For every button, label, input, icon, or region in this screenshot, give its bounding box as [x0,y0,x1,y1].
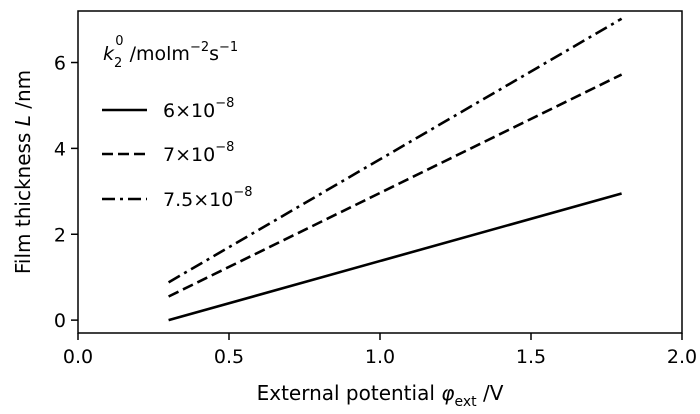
legend-title-subscript: 2 [114,56,122,71]
x-axis-title-symbol: φ [441,381,454,405]
legend-title-symbol: k [103,43,115,65]
legend-label-exponent: −8 [215,96,234,111]
y-tick-label: 2 [54,224,66,246]
x-tick-label: 1.5 [516,346,546,368]
x-tick-label: 1.0 [365,346,395,368]
legend-label-base: 6×10 [163,100,215,122]
legend-label-exponent: −8 [233,185,252,200]
x-axis-ticks: 0.0 0.5 1.0 1.5 2.0 [63,333,697,368]
legend-title: k2 0 /molm−2s−1 [103,34,238,71]
legend-title-unit-exp1: −2 [190,40,209,55]
legend-entries: 6×10−87×10−87.5×10−8 [102,96,253,211]
legend-label-base: 7.5×10 [163,189,233,211]
legend-title-unit-exp2: −1 [219,40,238,55]
series-layer [167,17,623,322]
x-axis-title-prefix: External potential [257,381,442,405]
x-tick-label: 0.0 [63,346,93,368]
x-tick-label: 2.0 [667,346,697,368]
series-line-1 [168,192,622,322]
legend-title-superscript: 0 [115,34,123,49]
y-axis-title-prefix: Film thickness [11,126,35,274]
legend-label-exponent: −8 [215,140,234,155]
y-axis-title-suffix: /nm [11,70,35,115]
legend-label-base: 7×10 [163,144,215,166]
legend-title-unit-prefix: /molm [124,43,190,65]
plot-area: 0.0 0.5 1.0 1.5 2.0 0 2 4 6 [54,10,697,368]
y-tick-label: 6 [54,53,66,75]
series-line-3 [167,17,623,284]
legend-label-2: 7×10−8 [163,140,234,166]
y-axis-title-symbol: L [11,115,35,126]
legend-label-1: 6×10−8 [163,96,234,122]
y-axis-title: Film thickness L /nm [11,70,35,274]
legend: k20 /molm−2s−1 6×10−87×10−87.5×10−8 [102,34,253,211]
series-line-2 [168,73,623,298]
x-axis-title-suffix: /V [477,381,504,405]
x-tick-label: 0.5 [214,346,244,368]
legend-title-unit-mid: s [209,43,219,65]
y-axis-ticks: 0 2 4 6 [54,53,78,332]
y-tick-label: 0 [54,310,66,332]
legend-label-3: 7.5×10−8 [163,185,253,211]
x-axis-title-subscript: ext [454,394,477,410]
x-axis-title: External potential φext /V [257,381,504,410]
y-tick-label: 4 [54,138,66,160]
